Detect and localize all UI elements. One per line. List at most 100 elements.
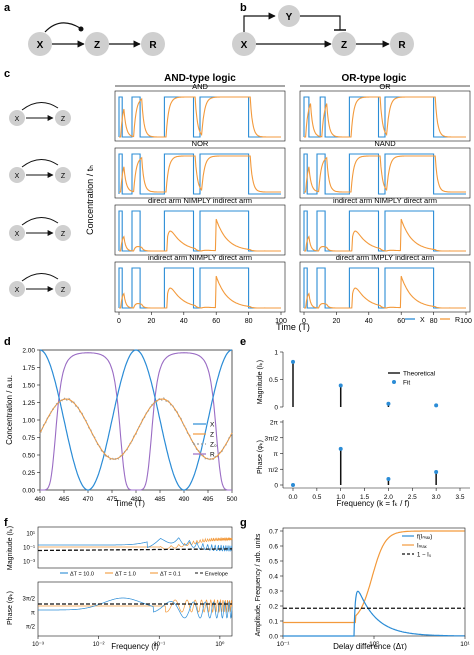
motif-z-label: Z bbox=[61, 116, 66, 123]
node-r-b bbox=[390, 32, 414, 56]
d-ytick-label: 0.25 bbox=[22, 470, 35, 477]
node-z-b-label: Z bbox=[341, 40, 347, 51]
panel-e-letter: e bbox=[240, 336, 246, 348]
f-xtick-label: 10⁻¹ bbox=[153, 642, 165, 648]
c-signal-x bbox=[118, 153, 281, 195]
c-signal-r bbox=[304, 218, 466, 252]
e-xtick-label: 0.0 bbox=[288, 494, 297, 501]
c-signal-r bbox=[304, 275, 466, 309]
c-xtick-label: 60 bbox=[212, 318, 220, 325]
e-xtick-label: 1.0 bbox=[336, 494, 345, 501]
panel-a-letter: a bbox=[4, 2, 11, 14]
c-subplot-title: direct arm NIMPLY indirect arm bbox=[148, 196, 252, 205]
e-top-ytick-label: 0.5 bbox=[269, 377, 278, 384]
c-subplot-frame bbox=[299, 90, 471, 142]
node-y-label: Y bbox=[286, 12, 293, 23]
motif-z-label: Z bbox=[61, 231, 66, 238]
c-xtick-label: 20 bbox=[333, 318, 341, 325]
d-series-z bbox=[39, 398, 233, 460]
f-top-envelope bbox=[38, 548, 232, 552]
f-bottom-ytick-label: π/2 bbox=[26, 625, 36, 631]
node-r-b-label: R bbox=[398, 40, 406, 51]
c-subplot-title: OR bbox=[379, 82, 391, 91]
panel-d-letter: d bbox=[4, 336, 11, 348]
c-signal-r bbox=[119, 218, 281, 252]
d-ytick-label: 0.00 bbox=[22, 488, 35, 495]
motif-x-label: X bbox=[15, 173, 20, 180]
edge-x-z-curved bbox=[44, 22, 81, 33]
e-mag-fit-point bbox=[291, 359, 295, 364]
c-xtick-label: 100 bbox=[460, 318, 472, 325]
panel-g-xlabel: Delay difference (Δτ) bbox=[333, 642, 407, 651]
node-z bbox=[85, 32, 109, 56]
d-xtick-label: 495 bbox=[203, 496, 214, 503]
c-xtick-label: 0 bbox=[302, 318, 306, 325]
node-z-b bbox=[332, 32, 356, 56]
c-xtick-label: 0 bbox=[117, 318, 121, 325]
edge-x-y bbox=[243, 12, 276, 32]
c-subplot-1-1: NAND bbox=[299, 139, 471, 199]
panel-f-top-ylabel: Magnitude (Iₖ) bbox=[7, 526, 14, 570]
d-xtick-label: 465 bbox=[59, 496, 70, 503]
e-legend-fit-swatch bbox=[392, 380, 396, 384]
motif-node-x bbox=[9, 167, 25, 183]
c-signal-x bbox=[118, 210, 281, 252]
f-top-ytick-label: 10¹ bbox=[26, 532, 35, 538]
d-series-r bbox=[40, 352, 232, 491]
node-x bbox=[28, 32, 52, 56]
panel-d-ylabel: Concentration / a.u. bbox=[5, 375, 14, 445]
g-legend-label: Iₘₐₓ bbox=[417, 544, 427, 550]
c-xtick-label: 80 bbox=[245, 318, 253, 325]
d-ytick-label: 1.00 bbox=[22, 418, 35, 425]
motif-indirect-edge bbox=[21, 159, 59, 168]
c-subplot-2-1: indirect arm NIMPLY direct arm bbox=[299, 196, 471, 256]
legend-x: X bbox=[420, 317, 425, 324]
panel-g: g Amplitude, Frequency / arb. units Dela… bbox=[240, 517, 471, 651]
d-legend-label: Z bbox=[210, 432, 214, 439]
d-ytick-label: 1.75 bbox=[22, 365, 35, 372]
d-legend-label: X bbox=[210, 422, 215, 429]
panel-e-top-ylabel: Magnitude (Iₖ) bbox=[257, 360, 264, 404]
e-top-ytick-label: 1 bbox=[274, 350, 278, 357]
c-subplot-frame bbox=[299, 147, 471, 199]
g-ytick-label: 0.4 bbox=[269, 574, 278, 581]
panel-a: a X Z R bbox=[4, 2, 165, 56]
c-signal-r bbox=[119, 96, 281, 138]
or-header: OR-type logic bbox=[341, 73, 406, 84]
panel-f-letter: f bbox=[4, 517, 8, 529]
and-header: AND-type logic bbox=[164, 73, 236, 84]
c-subplot-0-0: AND bbox=[114, 82, 286, 142]
panel-g-letter: g bbox=[240, 517, 247, 529]
g-xtick-label: 10⁰ bbox=[369, 640, 379, 648]
panel-f-bottom-ylabel: Phase (φₖ) bbox=[7, 591, 14, 625]
f-top-frame bbox=[37, 526, 233, 569]
e-xtick-label: 1.5 bbox=[360, 494, 369, 501]
e-bottom-ytick-label: 2π bbox=[270, 420, 279, 427]
d-series-x bbox=[39, 349, 233, 491]
c-signal-x bbox=[303, 210, 466, 252]
motif-x-label: X bbox=[15, 116, 20, 123]
f-xtick-label: 10⁰ bbox=[215, 641, 225, 648]
panel-e-xlabel: Frequency (k = fₖ / f) bbox=[337, 499, 410, 508]
e-mag-fit-point bbox=[338, 383, 343, 388]
e-xtick-label: 2.5 bbox=[408, 494, 417, 501]
panel-b-letter: b bbox=[240, 2, 247, 14]
e-xtick-label: 0.5 bbox=[312, 494, 321, 501]
c-subplot-title: NAND bbox=[374, 139, 396, 148]
panel-c-xlabel: Time (T) bbox=[276, 322, 310, 332]
e-bottom-ytick-label: π bbox=[274, 451, 279, 458]
d-xtick-label: 475 bbox=[107, 496, 118, 503]
g-ytick-label: 0.2 bbox=[269, 604, 278, 611]
g-ytick-label: 0.3 bbox=[269, 589, 278, 596]
motif-x-label: X bbox=[15, 287, 20, 294]
node-z-label: Z bbox=[94, 40, 100, 51]
e-phase-fit-point bbox=[434, 469, 439, 474]
c-subplot-3-0: indirect arm NIMPLY direct arm 0 20 40 60 80 1… bbox=[114, 253, 287, 325]
e-legend-theory: Theoretical bbox=[403, 371, 436, 378]
e-bottom-ytick-label: 3π/2 bbox=[264, 435, 278, 442]
d-legend-label: Z₀ bbox=[210, 442, 217, 449]
